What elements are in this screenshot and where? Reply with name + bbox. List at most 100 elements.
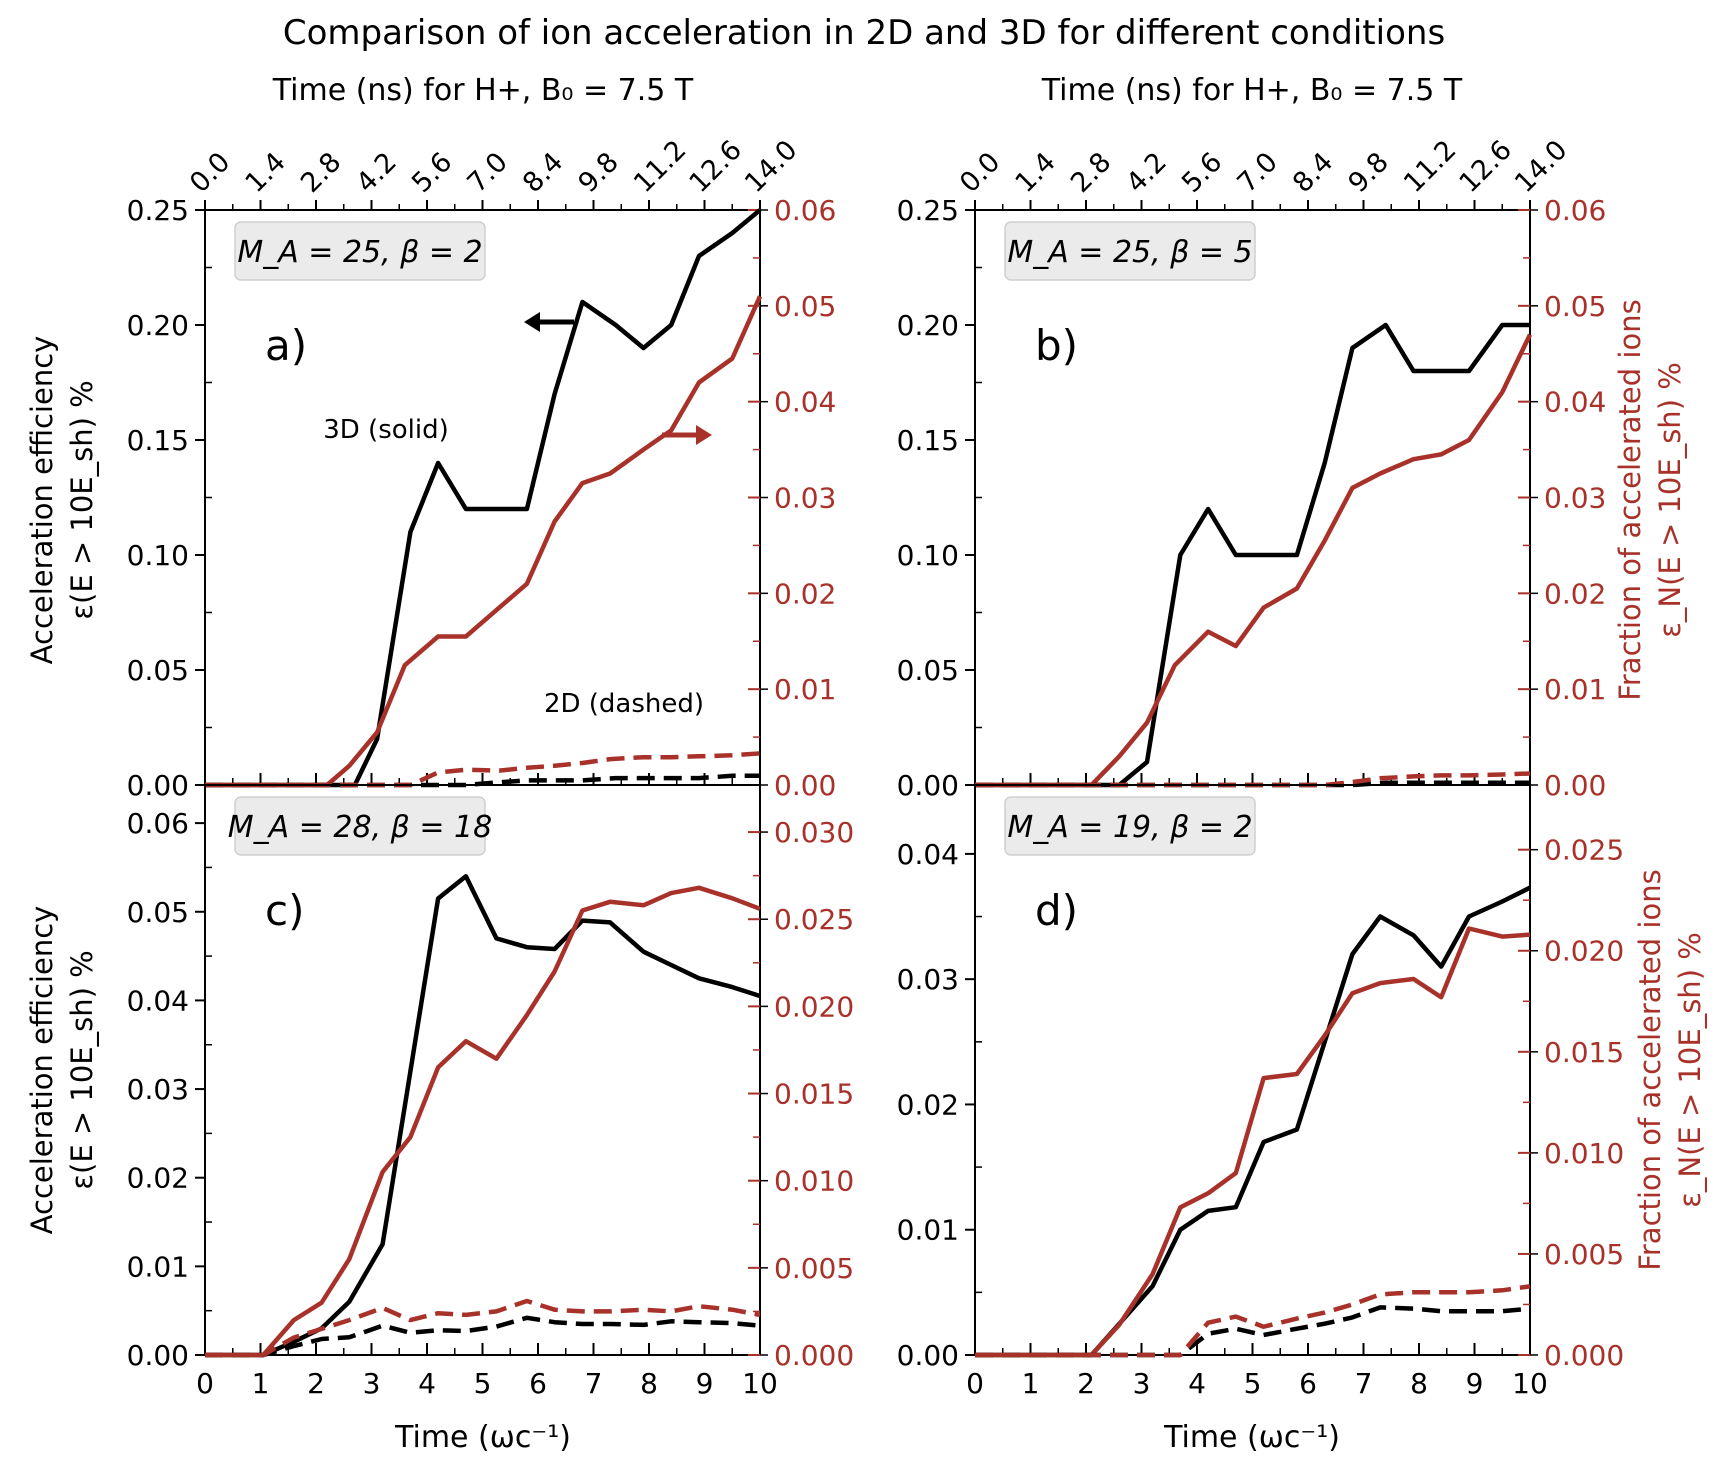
y-right-tick-label: 0.01 [774,673,836,706]
y-left-tick-label: 0.00 [127,1339,189,1372]
right-axis-label-top: Fraction of accelerated ions ε_N(E > 10E… [1613,299,1687,700]
top-tick-label: 2.8 [295,147,347,199]
y-left-tick-label: 0.15 [127,424,189,457]
y-left-tick-label: 0.05 [127,654,189,687]
x-tick-label: 6 [1299,1367,1317,1400]
y-left-tick-label: 0.25 [127,194,189,227]
series-2d-black-line [205,1315,761,1358]
panel-label: d) [1035,886,1078,935]
top-tick-label: 4.2 [351,147,403,199]
y-right-tick-label: 0.02 [774,577,836,610]
top-tick-label: 5.6 [1176,147,1228,199]
x-tick-label: 5 [1244,1367,1262,1400]
condition-box [234,796,486,856]
right-axis-label-bottom-line1: Fraction of accelerated ions [1633,869,1667,1270]
panel-label: c) [265,886,304,935]
y-right-tick-label: 0.000 [774,1339,854,1372]
panel-c: 0 1 2 3 4 5 6 7 8 9 10 0.00 0.01 0.02 0.03 0.04 0.05 0.06… [127,784,854,1400]
series-3d-red-line [205,885,761,1358]
top-tick-label: 12.6 [1454,135,1518,199]
top-tick-label: 4.2 [1121,147,1173,199]
condition-label: M_A = 28, β = 18 [228,810,492,845]
figure-title: Comparison of ion acceleration in 2D and… [283,13,1445,53]
condition-label: M_A = 19, β = 2 [1007,810,1252,845]
y-left-tick-label: 0.03 [897,963,959,996]
panel-a: 0.0 1.4 2.8 4.2 5.6 7.0 8.4 9.8 11.212.614.0 0.00… [127,135,837,802]
y-right-tick-label: 0.05 [1544,290,1606,323]
y-left-tick-label: 0.04 [897,838,959,871]
y-right-tick-label: 0.02 [1544,577,1606,610]
top-tick-label: 14.0 [1509,135,1573,199]
top-tick-label: 11.2 [628,135,692,199]
y-left-tick-label: 0.00 [127,769,189,802]
panel-label: b) [1035,321,1078,370]
top-tick-label: 5.6 [406,147,458,199]
top-tick-label: 1.4 [1010,147,1062,199]
y-left-tick-label: 0.25 [897,194,959,227]
left-axis-label-top-line2: ε(E > 10E_sh) % [65,380,99,619]
x-tick-label: 1 [252,1367,270,1400]
y-left-tick-label: 0.05 [127,896,189,929]
y-left-tick-label: 0.20 [897,309,959,342]
y-right-tick-label: 0.03 [1544,482,1606,515]
x-axis-label-left: Time (ωc⁻¹) [394,1420,571,1455]
left-axis-label-bottom: Acceleration efficiency ε(E > 10E_sh) % [25,906,99,1235]
x-tick-label: 0 [966,1367,984,1400]
series-3d-red-line [975,333,1533,788]
y-left-tick-label: 0.00 [897,1339,959,1372]
annotation-3d: 3D (solid) [323,415,449,445]
y-right-tick-label: 0.000 [1544,1339,1624,1372]
y-left-tick-label: 0.01 [897,1214,959,1247]
y-left-tick-label: 0.00 [897,769,959,802]
top-tick-label: 7.0 [462,147,514,199]
top-tick-label: 11.2 [1398,135,1462,199]
right-axis-label-top-line1: Fraction of accelerated ions [1613,299,1647,700]
top-tick-label: 12.6 [684,135,748,199]
left-axis-label-bottom-line1: Acceleration efficiency [25,906,59,1235]
right-axis-label-bottom: Fraction of accelerated ions ε_N(E > 10E… [1633,869,1707,1270]
right-arrow-icon [662,425,712,445]
condition-box [1004,796,1256,856]
top-tick-label: 9.8 [1343,147,1395,199]
x-tick-label: 0 [196,1367,214,1400]
panel-d: 0 1 2 3 4 5 6 7 8 9 10 0.00 0.01 0.02 0.03 0.04 0.000 0.0… [897,784,1624,1400]
top-tick-label: 1.4 [240,147,292,199]
left-arrow-icon [524,312,574,332]
condition-label: M_A = 25, β = 2 [237,235,482,270]
series-3d-black-line [975,322,1530,788]
x-tick-label: 7 [1355,1367,1373,1400]
x-tick-label: 7 [585,1367,603,1400]
top-tick-label: 0.0 [954,147,1006,199]
y-left-tick-label: 0.05 [897,654,959,687]
y-right-tick-label: 0.020 [774,990,854,1023]
y-right-tick-label: 0.01 [1544,673,1606,706]
x-axis-label-right: Time (ωc⁻¹) [1163,1420,1340,1455]
x-tick-label: 10 [742,1367,778,1400]
y-left-tick-label: 0.02 [897,1088,959,1121]
condition-box [1004,221,1256,281]
top-tick-label: 9.8 [573,147,625,199]
y-right-tick-label: 0.010 [774,1165,854,1198]
y-right-tick-label: 0.005 [774,1252,854,1285]
x-tick-label: 9 [1466,1367,1484,1400]
panel-b: 0.0 1.4 2.8 4.2 5.6 7.0 8.4 9.8 11.212.614.0 0.00… [897,135,1607,802]
x-tick-label: 10 [1512,1367,1548,1400]
y-right-tick-label: 0.010 [1544,1137,1624,1170]
y-left-tick-label: 0.06 [127,807,189,840]
x-tick-label: 2 [1077,1367,1095,1400]
panel-label: a) [265,321,307,370]
y-right-tick-label: 0.03 [774,482,836,515]
y-left-tick-label: 0.10 [127,539,189,572]
left-axis-label-top: Acceleration efficiency ε(E > 10E_sh) % [25,336,99,665]
annotation-2d: 2D (dashed) [544,689,704,719]
right-axis-label-bottom-line2: ε_N(E > 10E_sh) % [1673,932,1707,1208]
top-tick-label: 8.4 [1287,147,1339,199]
top-tick-label: 8.4 [517,147,569,199]
left-axis-label-top-line1: Acceleration efficiency [25,336,59,665]
y-right-tick-label: 0.020 [1544,935,1624,968]
y-right-tick-label: 0.06 [774,194,836,227]
x-tick-label: 4 [418,1367,436,1400]
top-axis-label-left: Time (ns) for H+, B₀ = 7.5 T [272,73,694,108]
panels: 0.0 1.4 2.8 4.2 5.6 7.0 8.4 9.8 11.212.614.00.00… [127,135,1625,1400]
